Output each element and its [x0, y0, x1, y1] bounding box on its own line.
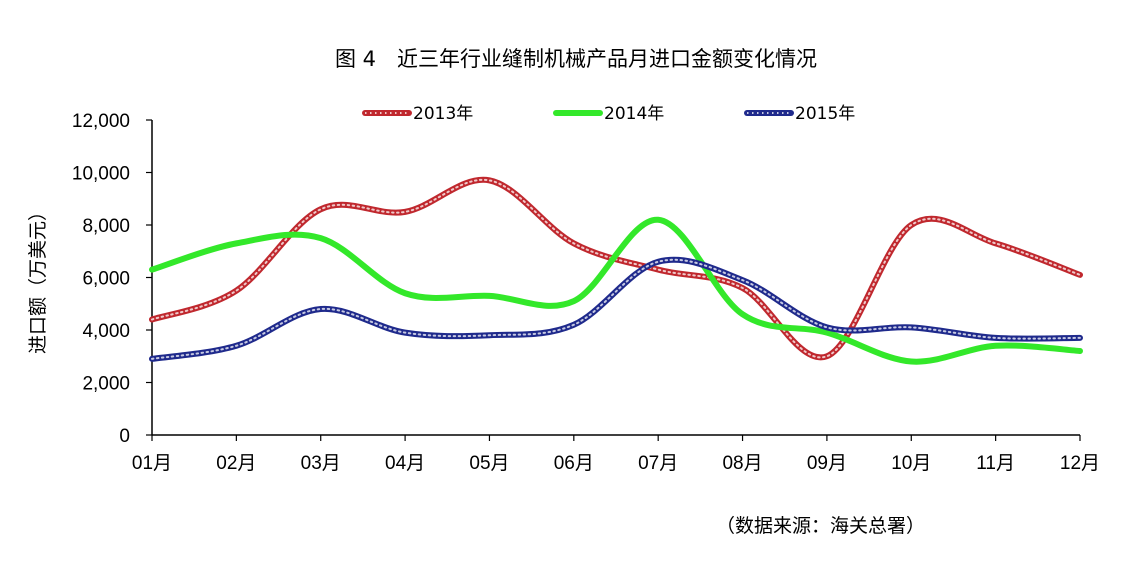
y-tick-label: 2,000 [82, 374, 130, 395]
x-tick-label: 07月 [638, 453, 678, 474]
x-tick-label: 03月 [301, 453, 341, 474]
y-axis-label: 进口额（万美元） [27, 202, 49, 354]
x-tick-label: 02月 [216, 453, 256, 474]
y-tick-label: 4,000 [82, 321, 130, 342]
series-2013-line-texture [151, 178, 1081, 359]
legend-2013-label: 2013年 [413, 104, 473, 124]
y-tick-label: 10,000 [72, 164, 130, 185]
x-tick-label: 11月 [976, 453, 1015, 474]
y-tick-label: 12,000 [72, 111, 130, 132]
y-tick-label: 0 [119, 426, 130, 447]
series-group [149, 176, 1083, 365]
x-tick-label: 10月 [891, 453, 931, 474]
legend-2015-label: 2015年 [795, 104, 855, 124]
x-tick-label: 08月 [722, 453, 762, 474]
legend: 2013年 2014年 2015年 [362, 104, 855, 124]
y-tick-label: 6,000 [82, 269, 130, 290]
x-tick-label: 12月 [1060, 453, 1100, 474]
source-note: （数据来源：海关总署） [716, 515, 925, 537]
y-tick-label: 8,000 [82, 216, 130, 237]
x-tick-label: 05月 [469, 453, 509, 474]
series-2015-line [149, 256, 1083, 362]
axes: 0 2,000 4,000 6,000 8,000 10,000 12,000 01月 02月 0… [72, 111, 1100, 474]
chart-title: 图 4 近三年行业缝制机械产品月进口金额变化情况 [335, 47, 817, 71]
x-tick-label: 04月 [385, 453, 425, 474]
x-tick-label: 06月 [554, 453, 594, 474]
series-2015-line-texture [151, 258, 1081, 360]
x-tick-label: 01月 [132, 453, 172, 474]
x-tick-label: 09月 [807, 453, 847, 474]
legend-2014-label: 2014年 [604, 104, 664, 124]
series-2014-line [149, 216, 1083, 365]
